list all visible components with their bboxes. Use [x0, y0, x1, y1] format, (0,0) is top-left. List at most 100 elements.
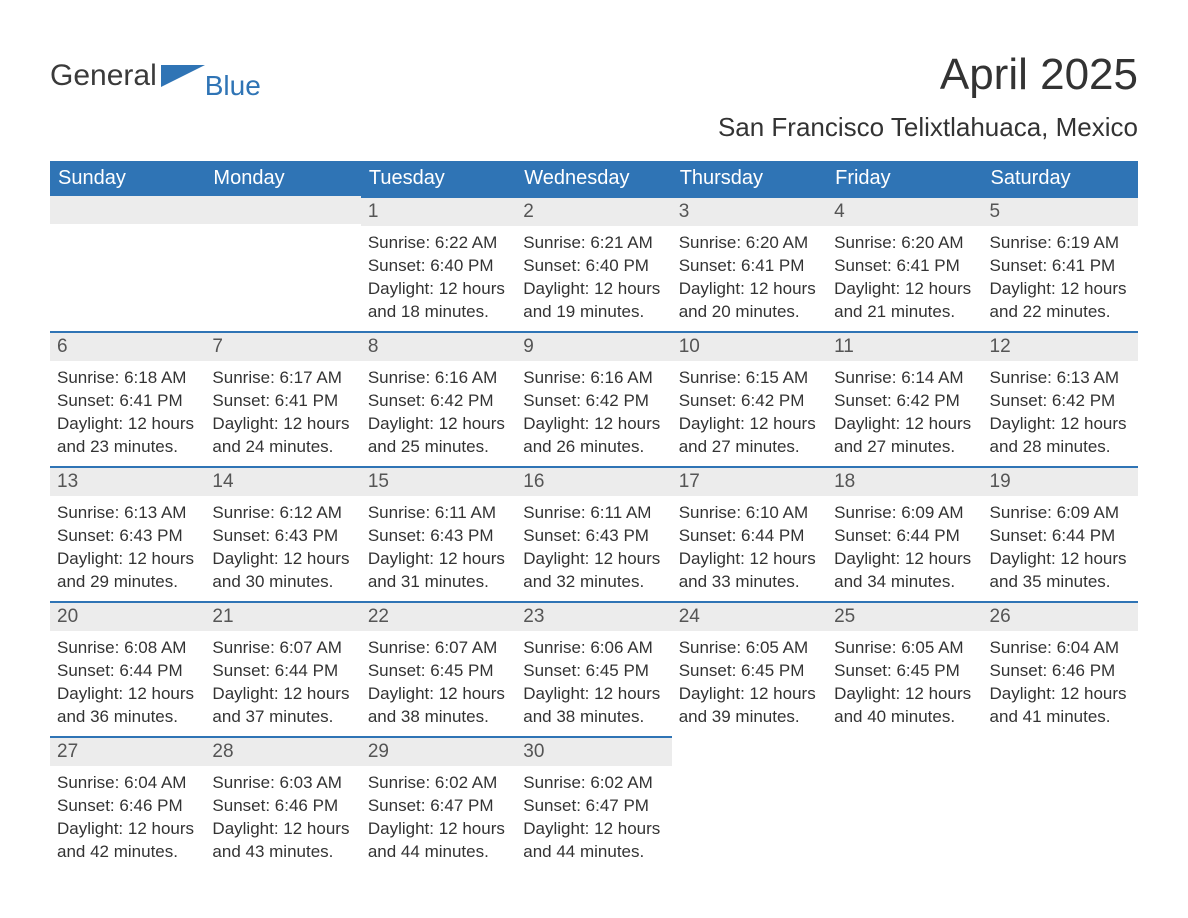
sunrise-text: Sunrise: 6:19 AM: [990, 232, 1131, 255]
calendar-cell: [205, 196, 360, 331]
calendar-cell: 21Sunrise: 6:07 AMSunset: 6:44 PMDayligh…: [205, 601, 360, 736]
date-number: 9: [516, 331, 671, 361]
date-number: 1: [361, 196, 516, 226]
daylight-text: Daylight: 12 hours and 21 minutes.: [834, 278, 975, 324]
sunset-text: Sunset: 6:44 PM: [834, 525, 975, 548]
sunrise-text: Sunrise: 6:04 AM: [57, 772, 198, 795]
sunset-text: Sunset: 6:41 PM: [834, 255, 975, 278]
date-number: 7: [205, 331, 360, 361]
calendar-cell: 10Sunrise: 6:15 AMSunset: 6:42 PMDayligh…: [672, 331, 827, 466]
sunset-text: Sunset: 6:41 PM: [679, 255, 820, 278]
sunrise-text: Sunrise: 6:21 AM: [523, 232, 664, 255]
daylight-text: Daylight: 12 hours and 33 minutes.: [679, 548, 820, 594]
date-number: 10: [672, 331, 827, 361]
location: San Francisco Telixtlahuaca, Mexico: [718, 112, 1138, 143]
sunset-text: Sunset: 6:43 PM: [523, 525, 664, 548]
sunset-text: Sunset: 6:42 PM: [679, 390, 820, 413]
date-number: 11: [827, 331, 982, 361]
sunrise-text: Sunrise: 6:18 AM: [57, 367, 198, 390]
daylight-text: Daylight: 12 hours and 43 minutes.: [212, 818, 353, 864]
day-info: Sunrise: 6:16 AMSunset: 6:42 PMDaylight:…: [361, 361, 516, 461]
calendar-week: 27Sunrise: 6:04 AMSunset: 6:46 PMDayligh…: [50, 736, 1138, 871]
calendar-cell: [827, 736, 982, 871]
day-info: Sunrise: 6:09 AMSunset: 6:44 PMDaylight:…: [827, 496, 982, 596]
calendar-cell: 6Sunrise: 6:18 AMSunset: 6:41 PMDaylight…: [50, 331, 205, 466]
calendar-cell: 19Sunrise: 6:09 AMSunset: 6:44 PMDayligh…: [983, 466, 1138, 601]
sunrise-text: Sunrise: 6:17 AM: [212, 367, 353, 390]
day-info: Sunrise: 6:05 AMSunset: 6:45 PMDaylight:…: [827, 631, 982, 731]
sunrise-text: Sunrise: 6:16 AM: [368, 367, 509, 390]
sunset-text: Sunset: 6:40 PM: [368, 255, 509, 278]
sunrise-text: Sunrise: 6:14 AM: [834, 367, 975, 390]
daylight-text: Daylight: 12 hours and 40 minutes.: [834, 683, 975, 729]
day-info: Sunrise: 6:06 AMSunset: 6:45 PMDaylight:…: [516, 631, 671, 731]
daylight-text: Daylight: 12 hours and 35 minutes.: [990, 548, 1131, 594]
date-number: 17: [672, 466, 827, 496]
sunrise-text: Sunrise: 6:08 AM: [57, 637, 198, 660]
sunset-text: Sunset: 6:45 PM: [368, 660, 509, 683]
calendar-cell: 25Sunrise: 6:05 AMSunset: 6:45 PMDayligh…: [827, 601, 982, 736]
daylight-text: Daylight: 12 hours and 29 minutes.: [57, 548, 198, 594]
day-info: Sunrise: 6:12 AMSunset: 6:43 PMDaylight:…: [205, 496, 360, 596]
date-number: 20: [50, 601, 205, 631]
sunset-text: Sunset: 6:45 PM: [834, 660, 975, 683]
sunrise-text: Sunrise: 6:22 AM: [368, 232, 509, 255]
day-info: Sunrise: 6:08 AMSunset: 6:44 PMDaylight:…: [50, 631, 205, 731]
calendar-cell: 24Sunrise: 6:05 AMSunset: 6:45 PMDayligh…: [672, 601, 827, 736]
day-info: Sunrise: 6:13 AMSunset: 6:42 PMDaylight:…: [983, 361, 1138, 461]
calendar-cell: 29Sunrise: 6:02 AMSunset: 6:47 PMDayligh…: [361, 736, 516, 871]
sunset-text: Sunset: 6:42 PM: [523, 390, 664, 413]
day-info: Sunrise: 6:21 AMSunset: 6:40 PMDaylight:…: [516, 226, 671, 326]
calendar-cell: 15Sunrise: 6:11 AMSunset: 6:43 PMDayligh…: [361, 466, 516, 601]
sunrise-text: Sunrise: 6:16 AM: [523, 367, 664, 390]
sunset-text: Sunset: 6:40 PM: [523, 255, 664, 278]
day-header: Saturday: [983, 161, 1138, 196]
sunset-text: Sunset: 6:47 PM: [523, 795, 664, 818]
daylight-text: Daylight: 12 hours and 34 minutes.: [834, 548, 975, 594]
day-info: Sunrise: 6:13 AMSunset: 6:43 PMDaylight:…: [50, 496, 205, 596]
logo-sub: Blue: [205, 70, 261, 102]
daylight-text: Daylight: 12 hours and 38 minutes.: [368, 683, 509, 729]
sunrise-text: Sunrise: 6:15 AM: [679, 367, 820, 390]
calendar-cell: 16Sunrise: 6:11 AMSunset: 6:43 PMDayligh…: [516, 466, 671, 601]
date-number: 23: [516, 601, 671, 631]
day-info: Sunrise: 6:05 AMSunset: 6:45 PMDaylight:…: [672, 631, 827, 731]
date-number: 21: [205, 601, 360, 631]
calendar-week: 6Sunrise: 6:18 AMSunset: 6:41 PMDaylight…: [50, 331, 1138, 466]
day-header: Wednesday: [516, 161, 671, 196]
date-number: [50, 196, 205, 224]
sunrise-text: Sunrise: 6:13 AM: [57, 502, 198, 525]
sunset-text: Sunset: 6:43 PM: [212, 525, 353, 548]
daylight-text: Daylight: 12 hours and 44 minutes.: [523, 818, 664, 864]
day-header: Friday: [827, 161, 982, 196]
calendar-cell: 7Sunrise: 6:17 AMSunset: 6:41 PMDaylight…: [205, 331, 360, 466]
day-info: Sunrise: 6:20 AMSunset: 6:41 PMDaylight:…: [827, 226, 982, 326]
calendar-cell: 4Sunrise: 6:20 AMSunset: 6:41 PMDaylight…: [827, 196, 982, 331]
daylight-text: Daylight: 12 hours and 39 minutes.: [679, 683, 820, 729]
day-info: Sunrise: 6:15 AMSunset: 6:42 PMDaylight:…: [672, 361, 827, 461]
date-number: 2: [516, 196, 671, 226]
sunrise-text: Sunrise: 6:13 AM: [990, 367, 1131, 390]
calendar-week: 13Sunrise: 6:13 AMSunset: 6:43 PMDayligh…: [50, 466, 1138, 601]
daylight-text: Daylight: 12 hours and 24 minutes.: [212, 413, 353, 459]
day-info: Sunrise: 6:11 AMSunset: 6:43 PMDaylight:…: [361, 496, 516, 596]
day-info: Sunrise: 6:20 AMSunset: 6:41 PMDaylight:…: [672, 226, 827, 326]
calendar-cell: [983, 736, 1138, 871]
sunrise-text: Sunrise: 6:05 AM: [679, 637, 820, 660]
sunrise-text: Sunrise: 6:07 AM: [368, 637, 509, 660]
sunset-text: Sunset: 6:46 PM: [57, 795, 198, 818]
calendar-cell: 13Sunrise: 6:13 AMSunset: 6:43 PMDayligh…: [50, 466, 205, 601]
daylight-text: Daylight: 12 hours and 42 minutes.: [57, 818, 198, 864]
sunrise-text: Sunrise: 6:11 AM: [523, 502, 664, 525]
calendar-cell: 18Sunrise: 6:09 AMSunset: 6:44 PMDayligh…: [827, 466, 982, 601]
daylight-text: Daylight: 12 hours and 37 minutes.: [212, 683, 353, 729]
date-number: 15: [361, 466, 516, 496]
date-number: 5: [983, 196, 1138, 226]
sunrise-text: Sunrise: 6:02 AM: [523, 772, 664, 795]
day-header: Tuesday: [361, 161, 516, 196]
date-number: 18: [827, 466, 982, 496]
day-header: Thursday: [672, 161, 827, 196]
day-info: Sunrise: 6:02 AMSunset: 6:47 PMDaylight:…: [516, 766, 671, 866]
day-header: Monday: [205, 161, 360, 196]
daylight-text: Daylight: 12 hours and 38 minutes.: [523, 683, 664, 729]
